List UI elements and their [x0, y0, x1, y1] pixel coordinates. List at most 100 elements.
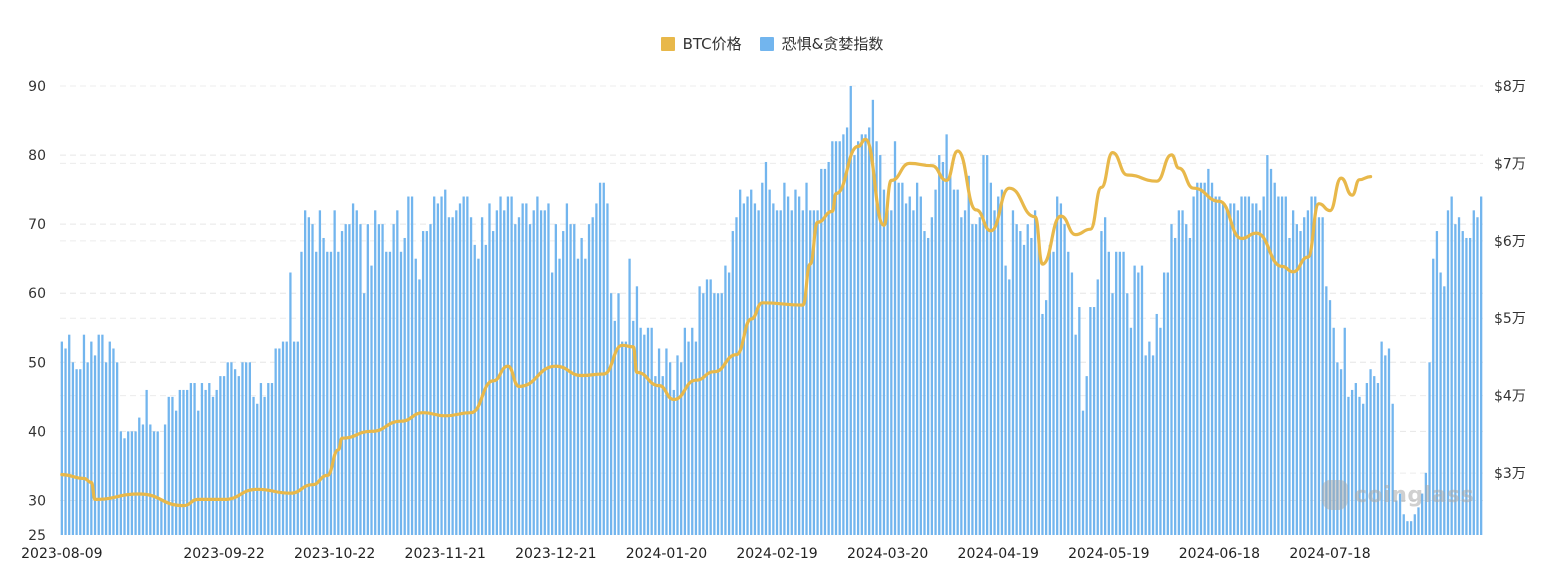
fear-greed-bar[interactable] [425, 231, 428, 535]
fear-greed-bar[interactable] [1140, 265, 1144, 535]
fear-greed-bar[interactable] [410, 196, 414, 535]
fear-greed-bar[interactable] [492, 231, 495, 535]
fear-greed-bar[interactable] [834, 141, 838, 535]
fear-greed-bar[interactable] [469, 217, 473, 535]
fear-greed-bar[interactable] [82, 334, 86, 535]
fear-greed-bar[interactable] [562, 231, 565, 535]
fear-greed-bar[interactable] [75, 369, 78, 535]
fear-greed-bar[interactable] [639, 327, 642, 535]
fear-greed-bar[interactable] [1144, 355, 1147, 535]
fear-greed-bar[interactable] [189, 383, 193, 535]
fear-greed-bar[interactable] [521, 203, 524, 535]
fear-greed-bar[interactable] [1402, 514, 1405, 535]
fear-greed-bar[interactable] [731, 231, 734, 535]
fear-greed-bar[interactable] [1332, 327, 1335, 535]
fear-greed-bar[interactable] [307, 217, 310, 535]
fear-greed-bar[interactable] [915, 182, 919, 535]
fear-greed-bar[interactable] [462, 196, 465, 535]
fear-greed-bar[interactable] [1339, 369, 1343, 535]
fear-greed-bar[interactable] [727, 272, 731, 535]
fear-greed-bar[interactable] [1365, 383, 1369, 535]
fear-greed-bar[interactable] [757, 210, 760, 535]
fear-greed-bar[interactable] [488, 203, 491, 535]
legend-item-fear-greed[interactable]: 恐惧&贪婪指数 [759, 33, 883, 54]
fear-greed-bar[interactable] [477, 258, 480, 535]
fear-greed-bar[interactable] [927, 237, 930, 535]
fear-greed-bar[interactable] [912, 210, 915, 535]
fear-greed-bar[interactable] [1166, 272, 1169, 535]
fear-greed-bar[interactable] [208, 383, 211, 535]
fear-greed-bar[interactable] [584, 258, 587, 535]
fear-greed-bar[interactable] [1391, 403, 1394, 535]
fear-greed-bar[interactable] [259, 383, 263, 535]
fear-greed-bar[interactable] [108, 341, 111, 535]
fear-greed-bar[interactable] [694, 341, 698, 535]
fear-greed-bar[interactable] [576, 258, 580, 535]
fear-greed-bar[interactable] [779, 210, 782, 535]
fear-greed-bar[interactable] [363, 293, 366, 535]
fear-greed-bar[interactable] [1004, 265, 1007, 535]
fear-greed-bar[interactable] [311, 224, 314, 535]
fear-greed-bar[interactable] [1100, 231, 1103, 535]
fear-greed-bar[interactable] [429, 224, 432, 535]
fear-greed-bar[interactable] [543, 210, 546, 535]
fear-greed-bar[interactable] [167, 396, 170, 535]
fear-greed-bar[interactable] [890, 210, 893, 535]
fear-greed-bar[interactable] [908, 196, 911, 535]
fear-greed-bar[interactable] [1439, 272, 1442, 535]
fear-greed-bar[interactable] [71, 362, 75, 535]
fear-greed-bar[interactable] [643, 334, 646, 535]
fear-greed-bar[interactable] [186, 389, 189, 535]
fear-greed-bar[interactable] [1247, 196, 1251, 535]
fear-greed-bar[interactable] [1421, 493, 1424, 535]
fear-greed-bar[interactable] [1026, 224, 1029, 535]
fear-greed-bar[interactable] [1236, 210, 1239, 535]
fear-greed-bar[interactable] [1122, 251, 1125, 535]
fear-greed-bar[interactable] [1362, 403, 1365, 535]
fear-greed-bar[interactable] [193, 383, 196, 535]
fear-greed-bar[interactable] [1280, 196, 1284, 535]
fear-greed-bar[interactable] [1045, 300, 1048, 535]
fear-greed-bar[interactable] [1033, 210, 1037, 535]
fear-greed-bar[interactable] [812, 210, 816, 535]
fear-greed-bar[interactable] [503, 210, 506, 535]
fear-greed-bar[interactable] [687, 341, 690, 535]
fear-greed-bar[interactable] [665, 348, 668, 535]
fear-greed-bar[interactable] [982, 155, 985, 535]
fear-greed-bar[interactable] [661, 376, 664, 535]
fear-greed-bar[interactable] [1384, 355, 1387, 535]
fear-greed-bar[interactable] [621, 341, 624, 535]
fear-greed-bar[interactable] [528, 224, 532, 535]
fear-greed-bar[interactable] [433, 196, 436, 535]
fear-greed-bar[interactable] [587, 224, 591, 535]
fear-greed-bar[interactable] [1454, 224, 1457, 535]
fear-greed-bar[interactable] [886, 210, 889, 535]
fear-greed-bar[interactable] [831, 141, 834, 535]
fear-greed-bar[interactable] [963, 210, 967, 535]
fear-greed-bar[interactable] [558, 258, 561, 535]
fear-greed-bar[interactable] [1174, 237, 1177, 535]
fear-greed-bar[interactable] [1015, 224, 1018, 535]
fear-greed-bar[interactable] [746, 196, 749, 535]
fear-greed-bar[interactable] [786, 196, 790, 535]
fear-greed-bar[interactable] [285, 341, 288, 535]
fear-greed-bar[interactable] [315, 251, 318, 535]
fear-greed-bar[interactable] [344, 224, 347, 535]
fear-greed-bar[interactable] [1207, 168, 1210, 535]
fear-greed-bar[interactable] [138, 417, 141, 535]
fear-greed-bar[interactable] [1424, 472, 1428, 535]
fear-greed-bar[interactable] [856, 141, 860, 535]
fear-greed-bar[interactable] [1210, 182, 1214, 535]
fear-greed-bar[interactable] [112, 348, 115, 535]
fear-greed-bar[interactable] [1303, 217, 1306, 535]
fear-greed-bar[interactable] [901, 182, 904, 535]
fear-greed-bar[interactable] [709, 279, 712, 535]
fear-greed-bar[interactable] [753, 203, 757, 535]
fear-greed-bar[interactable] [919, 196, 922, 535]
fear-greed-bar[interactable] [1306, 210, 1310, 535]
fear-greed-bar[interactable] [691, 327, 694, 535]
fear-greed-bar[interactable] [1103, 217, 1107, 535]
fear-greed-bar[interactable] [823, 168, 827, 535]
fear-greed-bar[interactable] [200, 383, 204, 535]
fear-greed-bar[interactable] [414, 258, 417, 535]
